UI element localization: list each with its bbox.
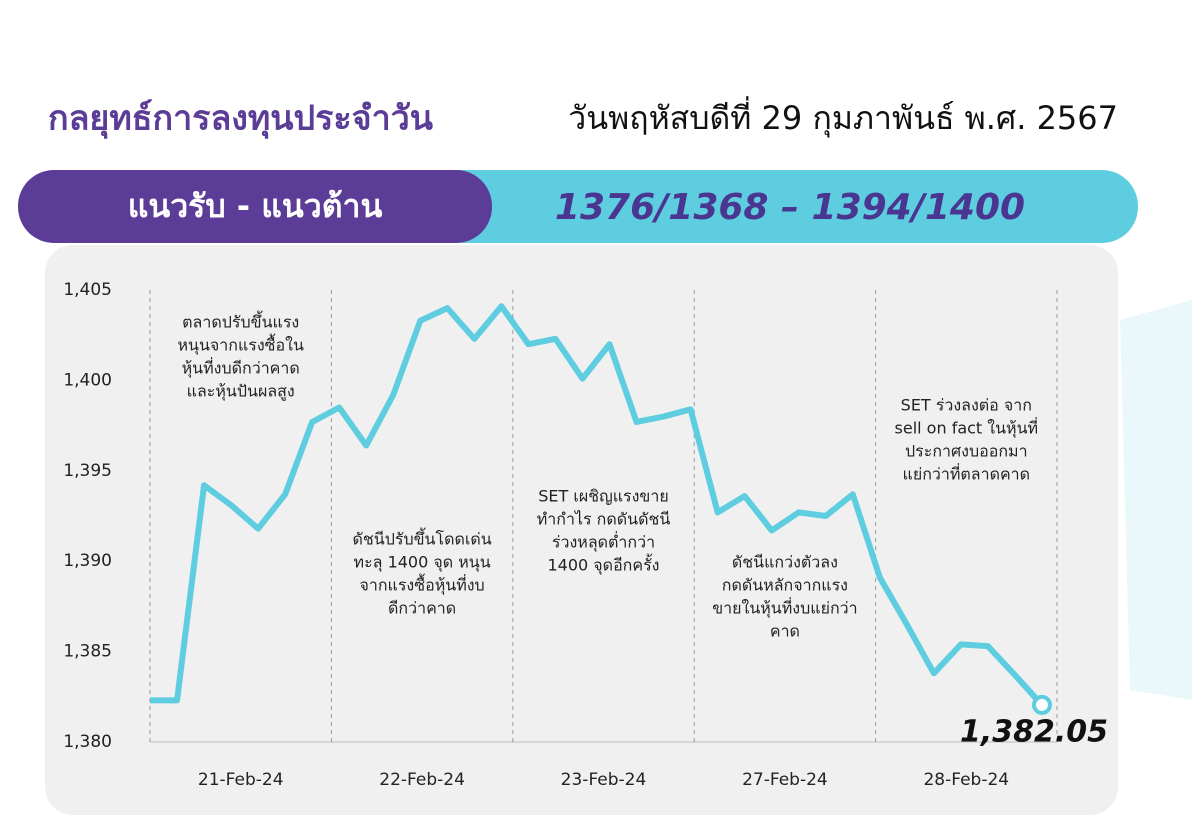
annotation: ร่วงหลุดต่ำกว่า — [552, 531, 655, 553]
annotation: ทำกำไร กดดันดัชนี — [537, 510, 671, 529]
annotation: ดัชนีแกว่งตัวลง — [732, 553, 838, 572]
annotation: ประกาศงบออกมา — [905, 442, 1028, 461]
annotation: SET ร่วงลงต่อ จาก — [901, 396, 1032, 415]
annotation: sell on fact ในหุ้นที่ — [895, 417, 1039, 439]
chart-panel — [45, 245, 1118, 815]
annotation: หนุนจากแรงซื้อใน — [177, 334, 303, 356]
annotation: 1400 จุดอีกครั้ง — [548, 554, 660, 576]
x-tick-label: 27-Feb-24 — [742, 770, 828, 790]
annotation: SET เผชิญแรงขาย — [538, 487, 668, 506]
last-point — [1032, 694, 1052, 715]
date: วันพฤหัสบดีที่ 29 กุมภาพันธ์ พ.ศ. 2567 — [568, 96, 1118, 138]
annotation: หุ้นที่งบดีกว่าคาด — [182, 357, 300, 379]
x-tick-label: 22-Feb-24 — [379, 770, 465, 790]
y-tick-label: 1,390 — [63, 551, 112, 571]
annotation: และหุ้นปันผลสูง — [187, 382, 295, 402]
x-tick-label: 21-Feb-24 — [198, 770, 284, 790]
banner-left — [18, 170, 492, 243]
annotation: ขายในหุ้นที่งบแย่กว่า — [712, 597, 857, 619]
x-tick-label: 23-Feb-24 — [561, 770, 647, 790]
y-tick-label: 1,395 — [63, 461, 112, 481]
annotation: ดัชนีปรับขึ้นโดดเด่น — [353, 528, 492, 549]
y-tick-label: 1,405 — [63, 280, 112, 300]
banner-levels: 1376/1368 – 1394/1400 — [555, 187, 1025, 228]
annotation: ทะลุ 1400 จุด หนุน — [354, 553, 491, 573]
last-value-label: 1,382.05 — [960, 715, 1108, 750]
banner-label: แนวรับ - แนวต้าน — [128, 187, 383, 225]
annotation: กดดันหลักจากแรง — [722, 576, 848, 595]
line — [150, 303, 1045, 707]
annotation: ตลาดปรับขึ้นแรง — [182, 311, 299, 332]
y-tick-label: 1,380 — [63, 732, 112, 752]
annotation: จากแรงซื้อหุ้นที่งบ — [359, 574, 484, 596]
annotation: แย่กว่าที่ตลาดคาด — [903, 463, 1031, 484]
x-tick-label: 28-Feb-24 — [923, 770, 1009, 790]
annotation: ดีกว่าคาด — [388, 599, 456, 618]
title: กลยุทธ์การลงทุนประจำวัน — [48, 99, 433, 140]
banner-right — [380, 170, 1138, 243]
y-tick-label: 1,400 — [63, 370, 112, 390]
decor — [1120, 300, 1192, 700]
y-tick-label: 1,385 — [63, 642, 112, 662]
annotation: คาด — [770, 622, 800, 641]
